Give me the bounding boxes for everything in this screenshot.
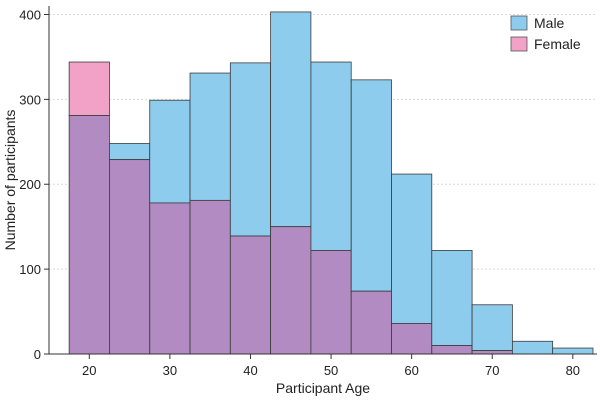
x-tick-label-70: 70 <box>485 363 499 378</box>
bar-overlap-5 <box>270 226 312 355</box>
bar-overlap-6 <box>310 250 352 355</box>
axes <box>48 6 597 355</box>
bar-male-11 <box>511 340 554 355</box>
ticks: 20 30 40 50 60 70 80 0 100 200 300 400 <box>19 7 580 378</box>
y-tick-label-400: 400 <box>19 7 41 22</box>
bar-male-8 <box>391 173 433 324</box>
bars <box>68 11 594 355</box>
bar-male-6 <box>310 61 352 251</box>
y-tick-label-300: 300 <box>19 92 41 107</box>
bar-male-10 <box>471 304 513 352</box>
y-axis-title: Number of participants <box>2 110 18 251</box>
bar-male-1 <box>109 143 151 161</box>
x-tick-label-80: 80 <box>566 363 580 378</box>
legend-label-female: Female <box>534 36 581 52</box>
y-tick-label-100: 100 <box>19 262 41 277</box>
bar-male-7 <box>350 79 392 292</box>
x-tick-label-40: 40 <box>243 363 257 378</box>
bar-male-9 <box>431 250 473 346</box>
bar-overlap-7 <box>350 290 392 355</box>
bar-male-5 <box>270 11 312 228</box>
bar-overlap-1 <box>109 159 151 355</box>
legend-swatch-female <box>510 36 528 52</box>
x-tick-label-60: 60 <box>404 363 418 378</box>
legend-swatch-male <box>510 15 528 31</box>
bar-overlap-8 <box>391 323 433 355</box>
bar-male-2 <box>149 99 191 204</box>
x-axis-title: Participant Age <box>276 380 370 396</box>
bar-overlap-9 <box>431 345 473 355</box>
x-tick-label-20: 20 <box>82 363 96 378</box>
legend: Male Female <box>510 15 581 52</box>
bar-male-3 <box>189 72 231 201</box>
legend-label-male: Male <box>534 15 565 31</box>
y-tick-label-200: 200 <box>19 177 41 192</box>
bar-overlap-4 <box>229 235 272 355</box>
x-tick-label-50: 50 <box>324 363 338 378</box>
bar-overlap-0 <box>68 115 110 355</box>
bar-male-12 <box>552 347 594 355</box>
bar-male-4 <box>229 62 272 237</box>
y-tick-label-0: 0 <box>34 347 41 362</box>
x-tick-label-30: 30 <box>163 363 177 378</box>
bar-overlap-2 <box>149 202 191 355</box>
bar-female-0 <box>68 61 110 116</box>
bar-overlap-10 <box>471 350 513 355</box>
bar-overlap-3 <box>189 199 231 355</box>
